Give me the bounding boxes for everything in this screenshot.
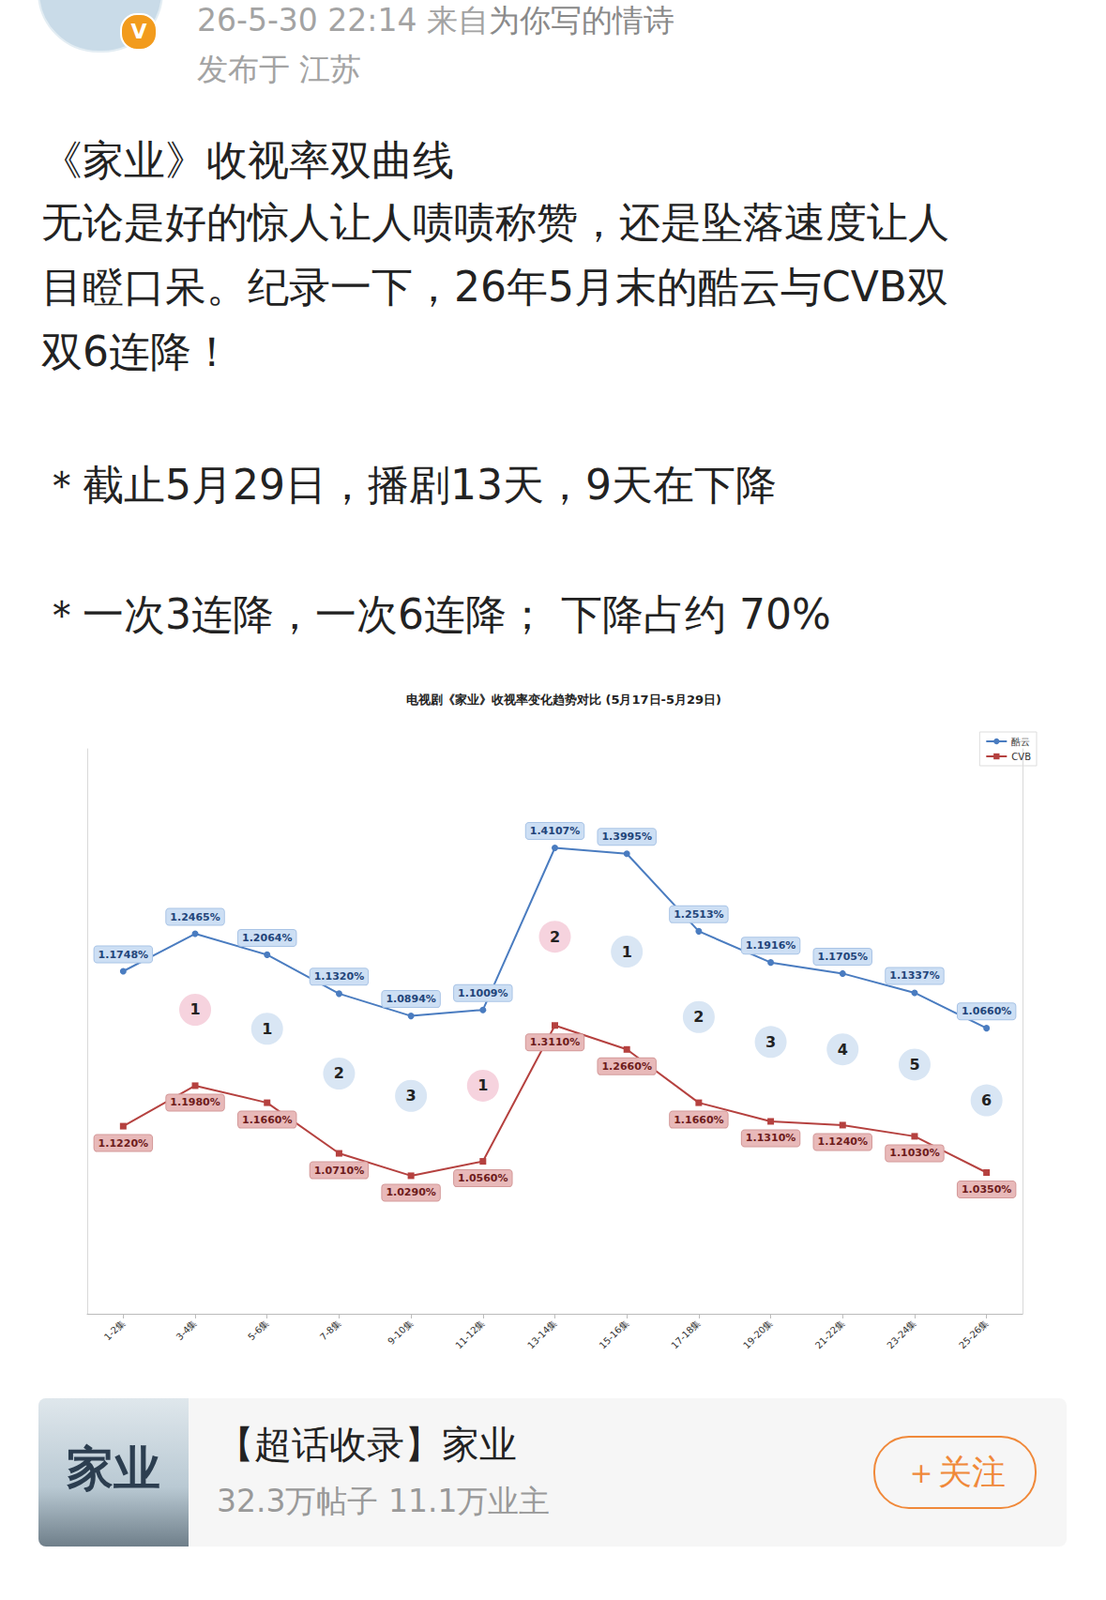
html-text:无论是好的惊人让人啧啧称赞，还是坠落速度让人目瞪口呆。纪录一: 无论是好的惊人让人啧啧称赞，还是坠落速度让人目瞪口呆。纪录一下，26年5月末的酷… bbox=[41, 197, 950, 376]
svg-text:17-18集: 17-18集 bbox=[668, 1317, 702, 1350]
svg-text:下降趋势: 下降趋势 bbox=[823, 1091, 862, 1103]
svg-text:1.0560%: 1.0560% bbox=[457, 1171, 508, 1184]
svg-text:5: 5 bbox=[909, 1055, 920, 1074]
svg-text:19-20集: 19-20集 bbox=[741, 1317, 774, 1350]
svg-text:1: 1 bbox=[621, 942, 633, 961]
svg-text:下降趋势: 下降趋势 bbox=[895, 1103, 934, 1114]
svg-text:下降趋势: 下降趋势 bbox=[319, 1013, 358, 1024]
svg-text:1.1310%: 1.1310% bbox=[745, 1131, 796, 1144]
svg-text:上升趋势: 上升趋势 bbox=[176, 1052, 214, 1063]
svg-text:5-6集: 5-6集 bbox=[245, 1317, 271, 1342]
svg-text:4: 4 bbox=[837, 1040, 849, 1059]
svg-text:3: 3 bbox=[406, 1086, 417, 1105]
svg-text:下降趋势: 下降趋势 bbox=[680, 1070, 718, 1081]
svg-text:2: 2 bbox=[333, 1063, 345, 1082]
html-text:【超话收录】家业: 【超话收录】家业 bbox=[216, 1422, 517, 1466]
svg-text:9-10集: 9-10集 bbox=[385, 1317, 415, 1347]
svg-text:2: 2 bbox=[693, 1007, 704, 1026]
svg-text:1.2465%: 1.2465% bbox=[169, 910, 220, 924]
svg-text:CVB: CVB bbox=[1011, 751, 1031, 762]
svg-text:11-12集: 11-12集 bbox=[453, 1317, 486, 1350]
svg-text:3: 3 bbox=[765, 1032, 776, 1051]
svg-text:1.1660%: 1.1660% bbox=[673, 1113, 724, 1126]
svg-text:上升趋势: 上升趋势 bbox=[464, 1030, 502, 1041]
svg-text:7-8集: 7-8集 bbox=[318, 1317, 343, 1342]
svg-text:1: 1 bbox=[189, 999, 200, 1018]
svg-text:下降趋势: 下降趋势 bbox=[680, 951, 718, 962]
svg-text:酷云: 酷云 bbox=[1011, 736, 1031, 747]
svg-text:6: 6 bbox=[981, 1090, 992, 1109]
svg-text:下降趋势: 下降趋势 bbox=[248, 1070, 287, 1081]
svg-text:1.1337%: 1.1337% bbox=[889, 969, 940, 982]
svg-text:下降趋势: 下降趋势 bbox=[607, 1016, 646, 1028]
html-text:V: V bbox=[130, 19, 147, 44]
svg-text:21-22集: 21-22集 bbox=[813, 1317, 847, 1350]
svg-text:23-24集: 23-24集 bbox=[884, 1317, 918, 1350]
svg-text:1.1916%: 1.1916% bbox=[745, 939, 796, 952]
svg-text:1.4107%: 1.4107% bbox=[530, 824, 580, 837]
svg-text:上升趋势: 上升趋势 bbox=[464, 1128, 502, 1139]
svg-text:1.1748%: 1.1748% bbox=[98, 948, 149, 961]
svg-text:3-4集: 3-4集 bbox=[174, 1317, 199, 1342]
svg-text:1.2513%: 1.2513% bbox=[673, 908, 724, 921]
svg-text:2: 2 bbox=[549, 927, 561, 946]
svg-text:1-2集: 1-2集 bbox=[102, 1317, 127, 1342]
html-text:26-5-30 22:14 来自为你写的情诗: 26-5-30 22:14 来自为你写的情诗 bbox=[196, 1, 675, 39]
svg-text:1.2064%: 1.2064% bbox=[242, 931, 292, 944]
svg-text:下降趋势: 下降趋势 bbox=[319, 1121, 358, 1132]
svg-text:1.0660%: 1.0660% bbox=[961, 1004, 1012, 1017]
svg-text:1.1220%: 1.1220% bbox=[98, 1136, 149, 1150]
svg-text:下降趋势: 下降趋势 bbox=[968, 1047, 1006, 1059]
svg-text:1.3110%: 1.3110% bbox=[530, 1035, 580, 1048]
svg-text:下降趋势: 下降趋势 bbox=[968, 1139, 1006, 1151]
svg-text:下降趋势: 下降趋势 bbox=[752, 982, 790, 993]
svg-text:下降趋势: 下降趋势 bbox=[823, 993, 862, 1004]
svg-text:1: 1 bbox=[477, 1075, 488, 1094]
svg-text:13-14集: 13-14集 bbox=[525, 1317, 559, 1350]
svg-text:1.3995%: 1.3995% bbox=[601, 830, 652, 843]
html-text:32.3万帖子 11.1万业主: 32.3万帖子 11.1万业主 bbox=[216, 1482, 551, 1519]
svg-text:1.1660%: 1.1660% bbox=[242, 1113, 292, 1126]
svg-text:上升趋势: 上升趋势 bbox=[536, 992, 575, 1003]
svg-text:1.0290%: 1.0290% bbox=[385, 1185, 436, 1198]
svg-text:下降趋势: 下降趋势 bbox=[392, 1142, 430, 1153]
svg-text:1.1009%: 1.1009% bbox=[457, 986, 508, 1000]
svg-text:1.1705%: 1.1705% bbox=[818, 950, 868, 963]
svg-text:1.2660%: 1.2660% bbox=[601, 1060, 652, 1073]
svg-text:1.1240%: 1.1240% bbox=[818, 1135, 868, 1148]
svg-text:1.0710%: 1.0710% bbox=[314, 1164, 364, 1177]
svg-text:电视剧《家业》收视率变化趋势对比 (5月17日-5月29日): 电视剧《家业》收视率变化趋势对比 (5月17日-5月29日) bbox=[406, 692, 722, 707]
svg-text:1: 1 bbox=[261, 1019, 273, 1038]
html-text:＊一次3连降，一次6连降； 下降占约 70%: ＊一次3连降，一次6连降； 下降占约 70% bbox=[41, 590, 831, 638]
svg-text:下降趋势: 下降趋势 bbox=[895, 1012, 934, 1023]
html-text:发布于 江苏: 发布于 江苏 bbox=[196, 50, 362, 88]
svg-text:1.0350%: 1.0350% bbox=[961, 1182, 1012, 1196]
svg-text:25-26集: 25-26集 bbox=[956, 1317, 990, 1350]
html-text:＋关注: ＋关注 bbox=[904, 1452, 1006, 1491]
svg-text:上升趋势: 上升趋势 bbox=[536, 867, 574, 879]
html-text:家业: 家业 bbox=[66, 1439, 161, 1496]
svg-text:1.1030%: 1.1030% bbox=[889, 1146, 940, 1159]
svg-text:下降趋势: 下降趋势 bbox=[392, 1035, 430, 1046]
svg-text:下降趋势: 下降趋势 bbox=[248, 974, 287, 985]
svg-text:15-16集: 15-16集 bbox=[597, 1317, 631, 1350]
svg-text:下降趋势: 下降趋势 bbox=[752, 1088, 790, 1099]
svg-text:1.1320%: 1.1320% bbox=[314, 969, 364, 983]
html-text:《家业》收视率双曲线: 《家业》收视率双曲线 bbox=[41, 136, 455, 184]
svg-text:上升趋势: 上升趋势 bbox=[176, 954, 214, 965]
svg-text:1.1980%: 1.1980% bbox=[169, 1095, 220, 1108]
svg-text:1.0894%: 1.0894% bbox=[385, 992, 436, 1005]
svg-text:下降趋势: 下降趋势 bbox=[607, 873, 646, 884]
html-text:＊截止5月29日，播剧13天，9天在下降: ＊截止5月29日，播剧13天，9天在下降 bbox=[41, 460, 777, 509]
